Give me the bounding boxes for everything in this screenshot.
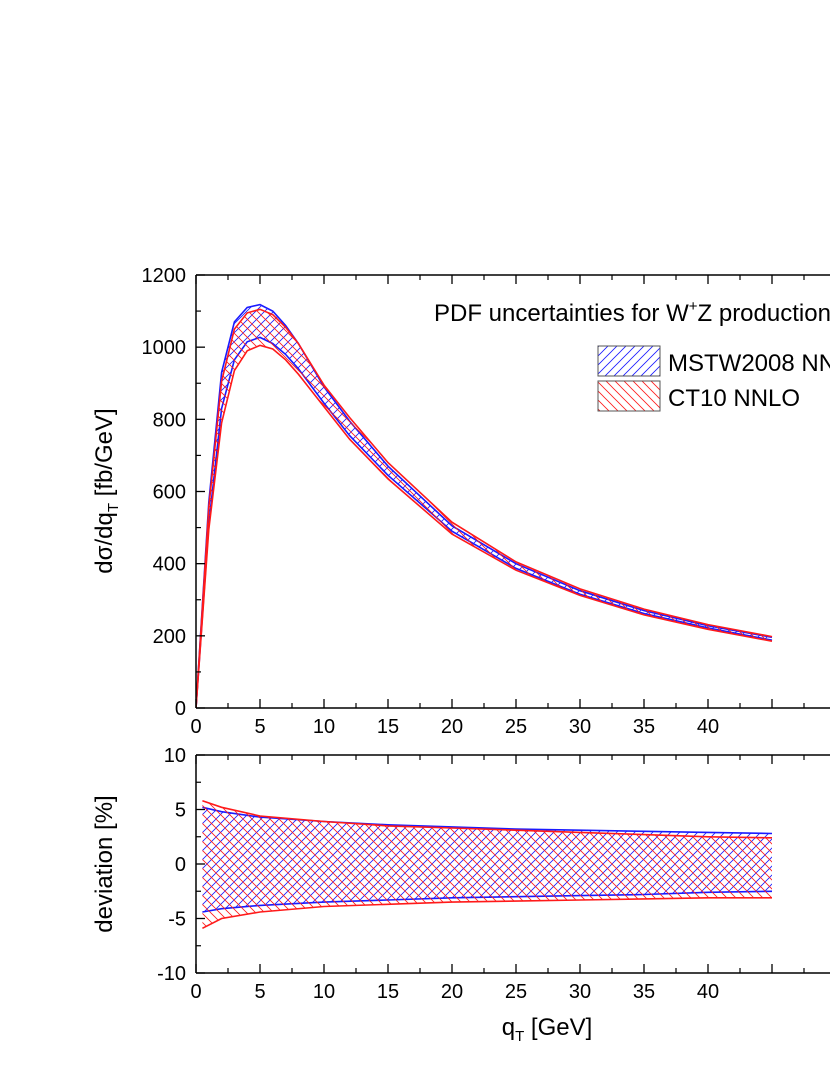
- deviation-band-ct10: [202, 800, 772, 929]
- main-x-tick-label: 10: [313, 716, 335, 738]
- deviation-x-axis-label: qT [GeV]: [502, 1014, 593, 1045]
- deviation-series-layer: [202, 800, 773, 930]
- main-x-tick-label: 15: [377, 716, 399, 738]
- main-x-tick-label: 0: [190, 716, 201, 738]
- main-band-ct10: [196, 309, 772, 708]
- main-x-tick-label: 5: [254, 716, 265, 738]
- main-chart-title: PDF uncertainties for W+Z production: [434, 298, 830, 327]
- deviation-ticks: 0 5 10 15 20 25 30 35 40 -10 -5 0 5 10: [157, 745, 805, 1003]
- deviation-x-tick-label: 35: [633, 981, 655, 1003]
- main-x-tick-label: 40: [697, 716, 719, 738]
- legend-swatch-mstw: [597, 345, 661, 377]
- deviation-x-tick-label: 20: [441, 981, 463, 1003]
- legend-label-mstw: MSTW2008 NNLO: [668, 350, 830, 377]
- main-y-tick-label: 400: [153, 554, 186, 576]
- main-upper-line-ct10: [196, 308, 773, 708]
- main-x-tick-label: 25: [505, 716, 527, 738]
- deviation-lower-line-ct10: [202, 896, 772, 930]
- legend-item-mstw: MSTW2008 NNLO: [597, 345, 830, 377]
- legend-label-ct10: CT10 NNLO: [668, 385, 800, 412]
- deviation-y-tick-label: -10: [157, 963, 186, 985]
- main-y-tick-label: 1000: [142, 337, 187, 359]
- deviation-y-tick-label: 10: [164, 745, 186, 767]
- deviation-x-tick-label: 30: [569, 981, 591, 1003]
- deviation-upper-line-ct10: [202, 800, 773, 839]
- legend-item-ct10: CT10 NNLO: [597, 380, 800, 412]
- deviation-y-tick-label: 0: [175, 854, 186, 876]
- legend-swatch-ct10: [597, 380, 661, 412]
- deviation-y-axis-label: deviation [%]: [91, 795, 118, 932]
- main-x-tick-label: 35: [633, 716, 655, 738]
- main-y-tick-label: 0: [175, 698, 186, 720]
- main-y-tick-label: 800: [153, 409, 186, 431]
- deviation-x-tick-label: 25: [505, 981, 527, 1003]
- main-y-tick-label: 200: [153, 626, 186, 648]
- main-x-tick-label: 30: [569, 716, 591, 738]
- main-series-layer: [196, 303, 773, 708]
- deviation-y-tick-label: 5: [175, 800, 186, 822]
- legend: MSTW2008 NNLO CT10 NNLO: [597, 345, 830, 412]
- main-y-axis-label: dσ/dqT [fb/GeV]: [91, 408, 122, 573]
- deviation-x-tick-label: 40: [697, 981, 719, 1003]
- deviation-x-tick-label: 10: [313, 981, 335, 1003]
- main-x-tick-label: 20: [441, 716, 463, 738]
- deviation-y-tick-label: -5: [168, 909, 186, 931]
- main-y-tick-label: 1200: [142, 265, 187, 287]
- deviation-x-tick-label: 0: [190, 981, 201, 1003]
- deviation-x-tick-label: 5: [254, 981, 265, 1003]
- deviation-x-tick-label: 15: [377, 981, 399, 1003]
- main-y-tick-label: 600: [153, 482, 186, 504]
- main-lower-line-ct10: [196, 344, 773, 708]
